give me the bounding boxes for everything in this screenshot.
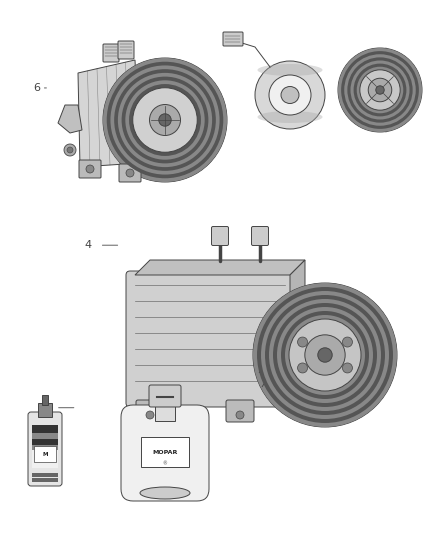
- Circle shape: [122, 77, 208, 164]
- Circle shape: [159, 114, 171, 126]
- FancyBboxPatch shape: [126, 271, 294, 407]
- Bar: [155, 403, 175, 421]
- Circle shape: [103, 58, 227, 182]
- Circle shape: [273, 303, 377, 407]
- Text: 5: 5: [150, 110, 157, 119]
- FancyBboxPatch shape: [223, 32, 243, 46]
- Circle shape: [297, 363, 307, 373]
- Circle shape: [341, 51, 419, 129]
- FancyBboxPatch shape: [226, 400, 254, 422]
- Circle shape: [277, 307, 373, 403]
- Circle shape: [343, 363, 353, 373]
- FancyBboxPatch shape: [28, 412, 62, 486]
- FancyBboxPatch shape: [121, 405, 209, 501]
- Circle shape: [344, 54, 416, 126]
- Circle shape: [265, 295, 385, 415]
- Circle shape: [67, 147, 73, 153]
- Ellipse shape: [255, 61, 325, 129]
- Polygon shape: [58, 105, 82, 133]
- Ellipse shape: [258, 64, 322, 76]
- Ellipse shape: [281, 86, 299, 103]
- Bar: [32, 433, 58, 439]
- Bar: [32, 473, 58, 477]
- FancyBboxPatch shape: [149, 385, 181, 407]
- Circle shape: [257, 287, 393, 423]
- Circle shape: [360, 70, 400, 110]
- Polygon shape: [135, 260, 305, 275]
- FancyBboxPatch shape: [103, 44, 119, 62]
- Text: ®: ®: [162, 462, 167, 466]
- Circle shape: [281, 311, 369, 399]
- Bar: [32, 425, 58, 433]
- Circle shape: [261, 291, 389, 419]
- Circle shape: [103, 58, 227, 182]
- Circle shape: [318, 348, 332, 362]
- Text: 4: 4: [84, 240, 91, 250]
- Circle shape: [343, 337, 353, 347]
- Ellipse shape: [258, 111, 322, 123]
- Text: MOPAR: MOPAR: [152, 449, 178, 455]
- Bar: [32, 450, 58, 468]
- Bar: [32, 439, 58, 445]
- Polygon shape: [78, 60, 140, 167]
- Text: 3: 3: [334, 366, 341, 375]
- Bar: [32, 445, 58, 450]
- Circle shape: [149, 104, 180, 135]
- Polygon shape: [290, 260, 305, 402]
- Bar: [34, 446, 56, 462]
- Circle shape: [305, 335, 345, 375]
- Circle shape: [353, 63, 406, 116]
- Circle shape: [368, 78, 392, 102]
- Circle shape: [338, 48, 422, 132]
- Ellipse shape: [140, 487, 190, 499]
- FancyBboxPatch shape: [136, 400, 164, 422]
- Circle shape: [350, 60, 410, 119]
- FancyBboxPatch shape: [251, 227, 268, 246]
- Text: 6: 6: [34, 83, 41, 93]
- Circle shape: [236, 411, 244, 419]
- Ellipse shape: [269, 75, 311, 115]
- Ellipse shape: [381, 48, 391, 132]
- Circle shape: [133, 88, 197, 152]
- Circle shape: [285, 315, 365, 395]
- Text: 2: 2: [257, 366, 264, 375]
- Circle shape: [347, 58, 413, 123]
- FancyBboxPatch shape: [118, 41, 134, 59]
- Circle shape: [114, 69, 216, 171]
- Text: 1: 1: [40, 403, 47, 413]
- Circle shape: [86, 165, 94, 173]
- Circle shape: [376, 86, 384, 94]
- Circle shape: [126, 169, 134, 177]
- Bar: [38, 403, 52, 417]
- Circle shape: [357, 67, 403, 114]
- Circle shape: [129, 84, 201, 156]
- Circle shape: [253, 283, 397, 427]
- Circle shape: [64, 144, 76, 156]
- Circle shape: [269, 299, 381, 411]
- FancyBboxPatch shape: [79, 160, 101, 178]
- Bar: [42, 395, 48, 405]
- FancyBboxPatch shape: [212, 227, 229, 246]
- FancyBboxPatch shape: [119, 164, 141, 182]
- Circle shape: [297, 337, 307, 347]
- Bar: [32, 478, 58, 482]
- Circle shape: [125, 80, 205, 160]
- Circle shape: [289, 319, 361, 391]
- Circle shape: [338, 48, 422, 132]
- Text: M: M: [42, 451, 48, 456]
- Circle shape: [253, 283, 397, 427]
- Circle shape: [107, 62, 223, 178]
- Circle shape: [146, 411, 154, 419]
- Bar: [141, 437, 189, 467]
- Circle shape: [118, 73, 212, 167]
- Circle shape: [110, 66, 219, 175]
